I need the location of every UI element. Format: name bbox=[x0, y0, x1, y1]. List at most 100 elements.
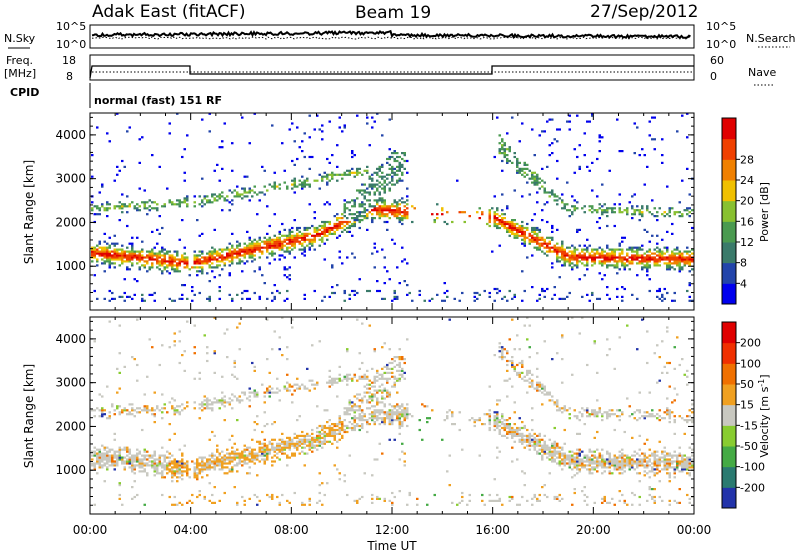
power-cell bbox=[598, 262, 601, 265]
power-cell bbox=[386, 183, 389, 186]
power-cell bbox=[388, 155, 391, 159]
velocity-cell bbox=[178, 460, 181, 463]
power-cell bbox=[106, 246, 109, 249]
power-cell bbox=[383, 181, 386, 184]
velocity-cell bbox=[216, 460, 219, 463]
power-cell bbox=[598, 297, 601, 300]
power-cell bbox=[208, 299, 211, 302]
velocity-cell bbox=[301, 446, 304, 449]
power-cell bbox=[248, 189, 251, 192]
power-cell bbox=[106, 258, 109, 261]
velocity-cell bbox=[168, 460, 171, 463]
velocity-cell bbox=[536, 444, 539, 447]
velocity-cell bbox=[396, 356, 399, 359]
power-cell bbox=[681, 266, 684, 269]
velocity-cell bbox=[366, 387, 369, 390]
power-cell bbox=[481, 211, 484, 214]
beam-title: Beam 19 bbox=[355, 3, 431, 23]
velocity-cell bbox=[496, 493, 499, 497]
velocity-cell bbox=[608, 460, 611, 463]
velocity-cell bbox=[388, 395, 391, 398]
power-cell bbox=[286, 234, 289, 237]
power-cell bbox=[133, 252, 136, 255]
power-cell bbox=[336, 224, 339, 228]
velocity-cell bbox=[141, 458, 144, 461]
power-cell bbox=[248, 242, 251, 245]
velocity-cell bbox=[181, 354, 184, 357]
velocity-cell bbox=[153, 413, 156, 416]
power-cell bbox=[231, 250, 234, 253]
power-cell bbox=[533, 213, 536, 216]
velocity-cell bbox=[111, 458, 114, 461]
velocity-cell bbox=[113, 409, 116, 412]
power-cell bbox=[658, 260, 661, 263]
power-cell bbox=[298, 230, 301, 233]
power-cell bbox=[123, 252, 126, 255]
velocity-cell bbox=[236, 503, 239, 506]
velocity-cell bbox=[153, 391, 156, 394]
velocity-cell bbox=[523, 446, 526, 449]
velocity-cell bbox=[263, 452, 266, 455]
power-cell bbox=[613, 252, 616, 255]
power-cell bbox=[551, 250, 554, 253]
power-cell bbox=[508, 230, 511, 233]
power-cell bbox=[211, 256, 214, 259]
power-cell bbox=[373, 242, 376, 245]
power-cell bbox=[273, 181, 276, 184]
power-cell bbox=[373, 120, 376, 123]
velocity-cell bbox=[536, 381, 539, 384]
power-cell bbox=[213, 248, 216, 251]
velocity-cell bbox=[146, 409, 149, 412]
power-cell bbox=[361, 189, 364, 192]
velocity-cell bbox=[553, 452, 556, 455]
velocity-cell bbox=[198, 407, 201, 410]
power-cell bbox=[523, 289, 526, 293]
velocity-cell bbox=[223, 395, 226, 398]
velocity-cell bbox=[601, 497, 604, 500]
power-cell bbox=[516, 236, 519, 239]
power-cell bbox=[181, 258, 184, 261]
power-cell bbox=[493, 217, 496, 220]
power-cell bbox=[286, 242, 289, 245]
velocity-cell bbox=[373, 348, 376, 351]
velocity-cell bbox=[518, 426, 521, 430]
velocity-cell bbox=[276, 448, 279, 451]
power-cell bbox=[203, 197, 206, 200]
velocity-cell bbox=[116, 456, 119, 459]
velocity-cell bbox=[358, 367, 361, 370]
velocity-cell bbox=[481, 493, 484, 497]
power-cell bbox=[221, 258, 224, 261]
power-cell bbox=[358, 191, 361, 194]
power-cell bbox=[668, 266, 671, 269]
power-cell bbox=[131, 201, 134, 204]
power-cell bbox=[193, 256, 196, 259]
power-cell bbox=[361, 183, 364, 186]
velocity-cell bbox=[358, 377, 361, 380]
velocity-cell bbox=[241, 454, 244, 457]
power-cell bbox=[336, 226, 339, 230]
power-cell bbox=[403, 258, 406, 261]
velocity-cell bbox=[581, 466, 584, 469]
power-cell bbox=[636, 252, 639, 255]
power-cell bbox=[678, 252, 681, 255]
velocity-cell bbox=[496, 399, 499, 402]
power-cell bbox=[163, 260, 166, 263]
velocity-cell bbox=[231, 399, 234, 402]
velocity-cell bbox=[271, 456, 274, 459]
velocity-cell bbox=[488, 409, 491, 412]
velocity-cell bbox=[366, 399, 369, 402]
velocity-cell bbox=[586, 415, 589, 418]
velocity-cell bbox=[361, 419, 364, 422]
power-cell bbox=[556, 260, 559, 263]
velocity-cell bbox=[426, 417, 429, 420]
velocity-cell bbox=[266, 456, 269, 459]
velocity-cell bbox=[591, 454, 594, 457]
power-cell bbox=[668, 262, 671, 265]
velocity-cell bbox=[301, 430, 304, 434]
power-cell bbox=[526, 173, 529, 176]
power-cell bbox=[348, 201, 351, 204]
power-cell bbox=[523, 236, 526, 239]
power-cell bbox=[506, 161, 509, 164]
power-cell bbox=[508, 148, 511, 151]
velocity-cell bbox=[98, 450, 101, 453]
